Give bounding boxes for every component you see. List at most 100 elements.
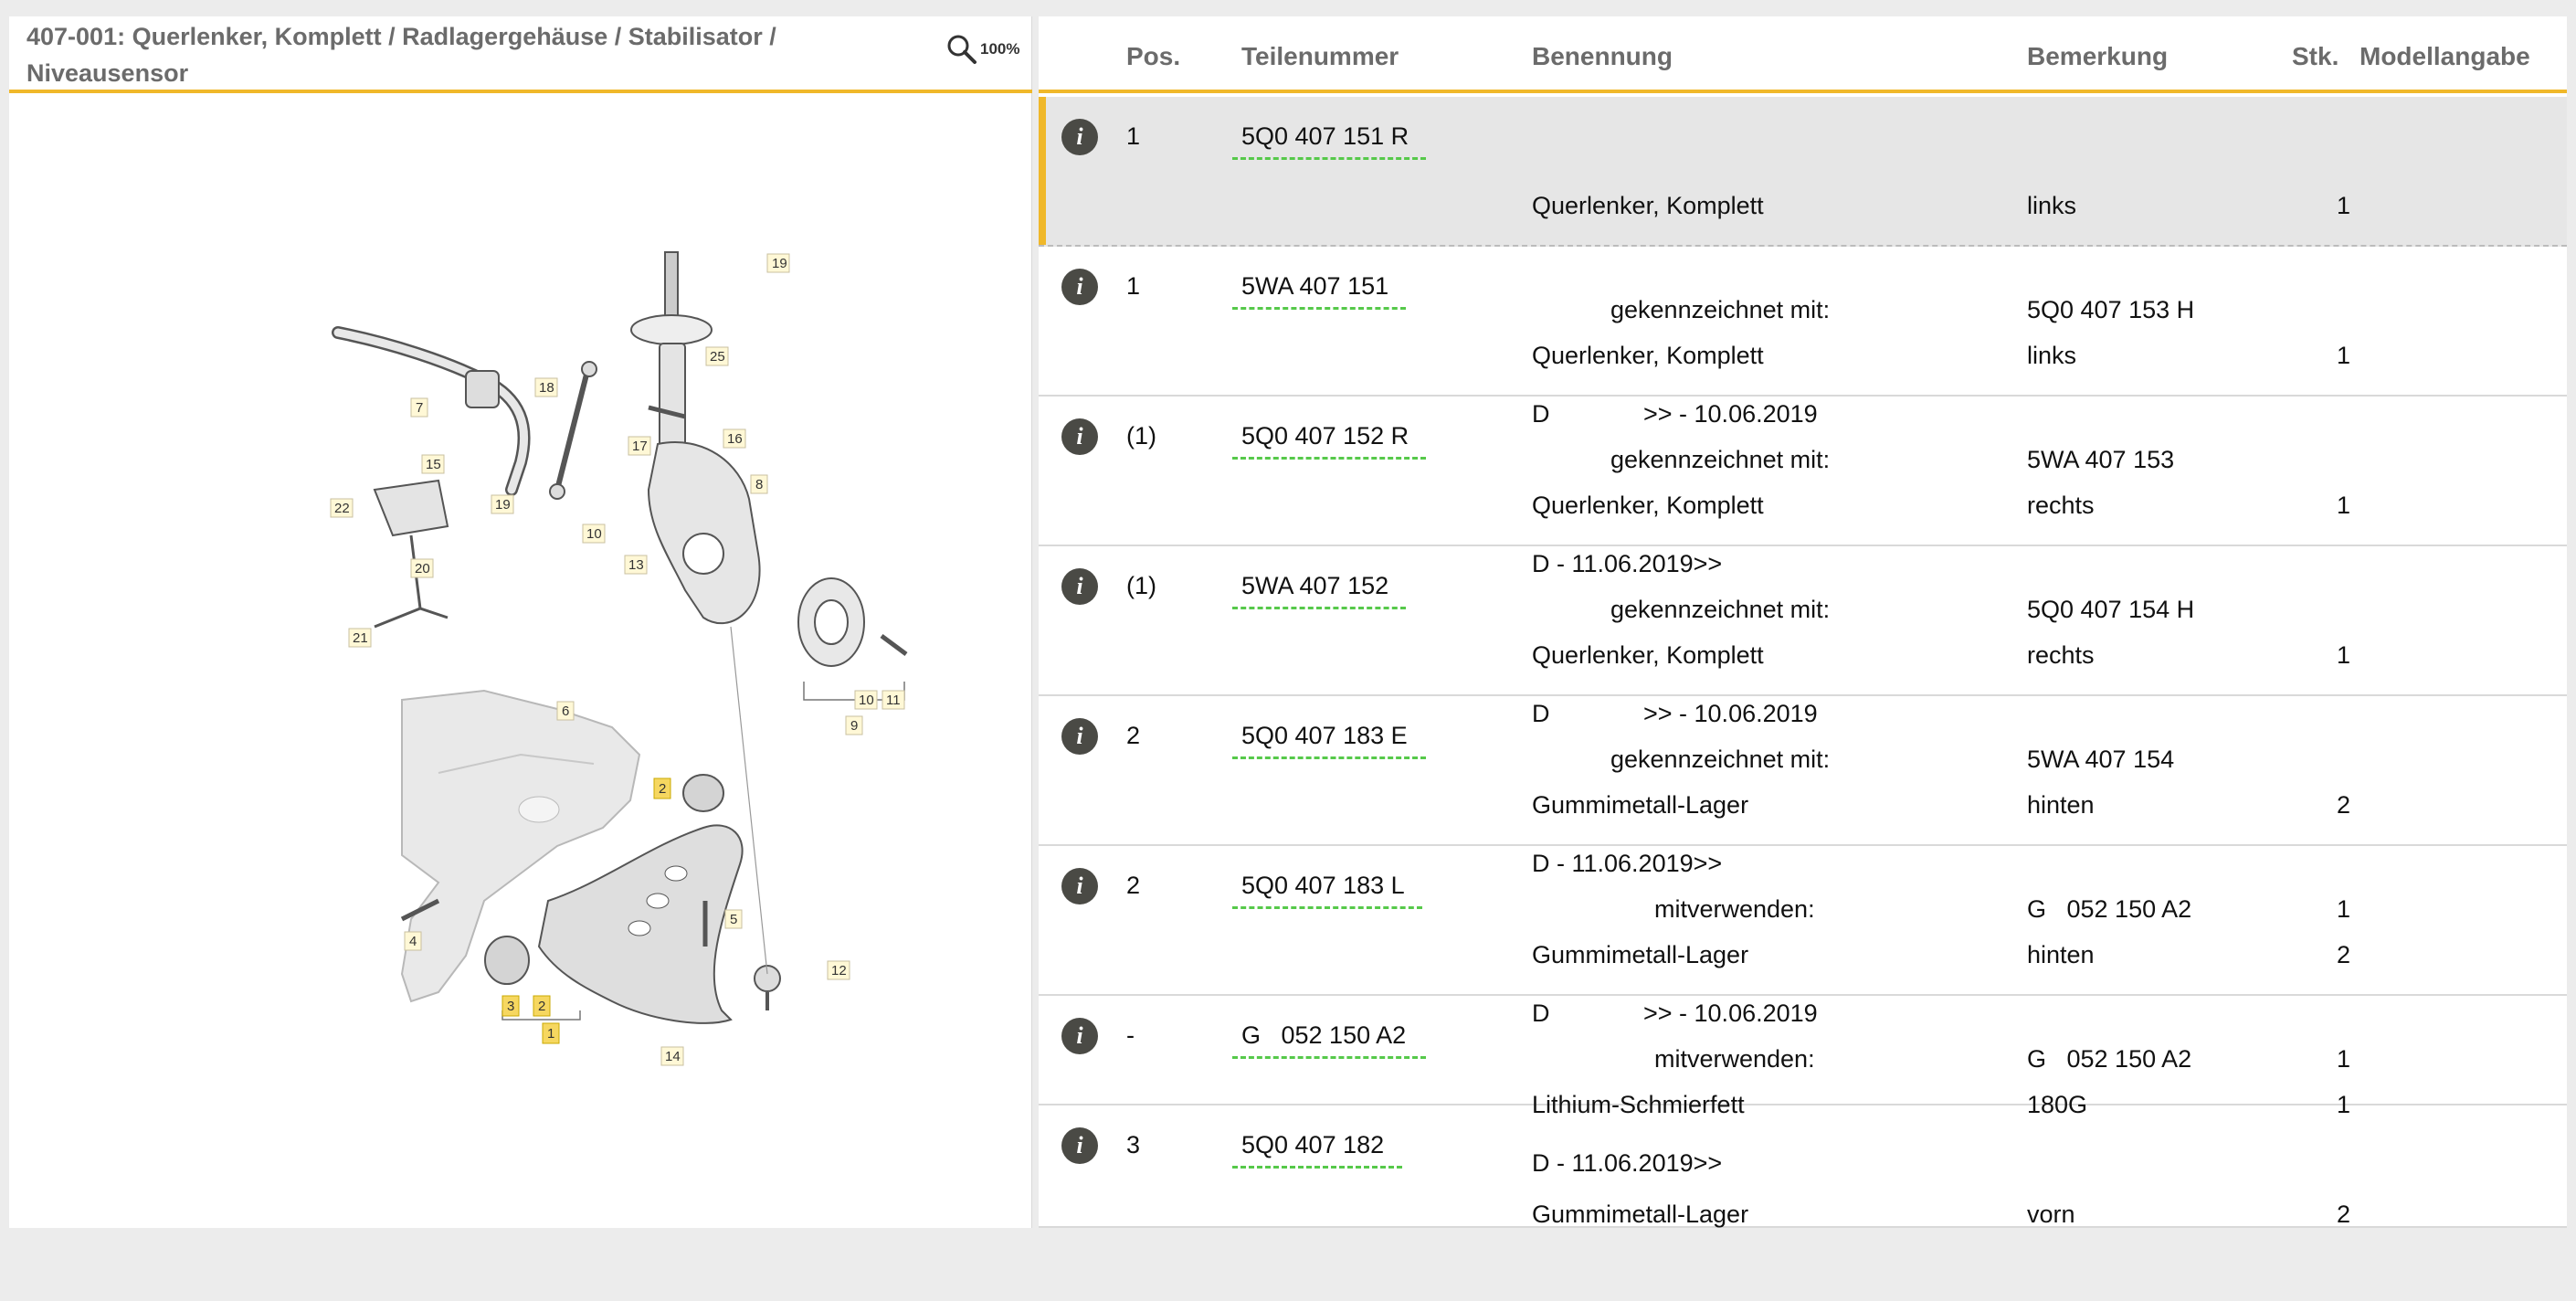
callout-3[interactable]: 3: [501, 995, 520, 1017]
info-icon[interactable]: i: [1061, 568, 1098, 605]
part-marking-note: gekennzeichnet mit:: [1610, 746, 1831, 773]
svg-text:19: 19: [495, 497, 511, 513]
date-range: D >> - 10.06.2019: [1532, 996, 1818, 1031]
svg-text:21: 21: [353, 630, 368, 646]
callout-22[interactable]: 22: [330, 498, 354, 518]
remark-line-1: rechts: [2027, 492, 2095, 519]
callout-10-left[interactable]: 10: [582, 524, 606, 544]
zoom-button[interactable]: 100%: [945, 33, 1019, 66]
part-number-underline: [1232, 756, 1426, 759]
part-number-underline: [1232, 157, 1426, 160]
part-number-link[interactable]: 5WA 407 152: [1241, 572, 1389, 599]
callout-16[interactable]: 16: [723, 428, 746, 449]
part-number-link[interactable]: G 052 150 A2: [1241, 1021, 1407, 1049]
remark-line-2: 5Q0 407 154 H: [2027, 596, 2195, 623]
quantity-1: 2: [2336, 941, 2350, 968]
info-icon[interactable]: i: [1061, 269, 1098, 305]
table-row[interactable]: i (1) 5WA 407 152 Querlenker, Komplett g…: [1039, 546, 2567, 877]
callout-14[interactable]: 14: [660, 1046, 684, 1066]
info-icon[interactable]: i: [1061, 868, 1098, 904]
part-number-link[interactable]: 5Q0 407 151 R: [1241, 122, 1409, 150]
table-row[interactable]: i 2 5Q0 407 183 E Gummimetall-Lager mitv…: [1039, 696, 2567, 1027]
callout-19-top[interactable]: 19: [766, 253, 790, 273]
quantity-1: 1: [2336, 492, 2350, 519]
svg-text:1: 1: [547, 1026, 554, 1042]
svg-text:6: 6: [562, 703, 569, 719]
quantity-1: 2: [2336, 1201, 2350, 1228]
svg-text:3: 3: [507, 999, 514, 1014]
row-bemerkung: rechts 5Q0 407 154 H: [2027, 418, 2194, 696]
remark-line-1: links: [2027, 192, 2077, 219]
callout-12[interactable]: 12: [827, 960, 850, 980]
callout-9[interactable]: 9: [845, 715, 863, 735]
date-code: D: [1532, 700, 1550, 727]
col-benennung-header: Benennung: [1532, 42, 1673, 70]
table-row[interactable]: i 3 5Q0 407 182 Gummimetall-Lager vorn 2: [1039, 1105, 2567, 1228]
callout-2[interactable]: 2: [533, 995, 551, 1017]
info-icon[interactable]: i: [1061, 1127, 1098, 1164]
date-range: D - 11.06.2019>>: [1532, 550, 1723, 577]
callout-13[interactable]: 13: [624, 555, 648, 575]
callout-1[interactable]: 1: [542, 1022, 560, 1044]
part-number-underline: [1232, 1056, 1426, 1059]
callout-11[interactable]: 11: [882, 690, 905, 710]
quantity-1: 2: [2336, 791, 2350, 819]
part-number-link[interactable]: 5Q0 407 183 E: [1241, 722, 1408, 749]
part-name: Querlenker, Komplett: [1532, 192, 1764, 219]
row-benennung: Querlenker, Komplett gekennzeichnet mit:…: [1532, 418, 1830, 800]
row-bemerkung: 180G: [2027, 1018, 2087, 1191]
callout-5[interactable]: 5: [724, 909, 743, 929]
row-quantity: 1: [2317, 568, 2350, 742]
remark-line-1: hinten: [2027, 941, 2095, 968]
svg-text:20: 20: [415, 561, 430, 576]
remark-line-1: rechts: [2027, 641, 2095, 669]
callout-19[interactable]: 19: [491, 494, 514, 514]
part-number-link[interactable]: 5WA 407 151: [1241, 272, 1389, 300]
row-bemerkung: links 5WA 407 153: [2027, 269, 2174, 546]
table-row[interactable]: i (1) 5Q0 407 152 R Querlenker, Komplett…: [1039, 397, 2567, 727]
exploded-parts-diagram[interactable]: 19 25 7 18 16 17 15 19 8 22 10 13 20 21 …: [9, 97, 1032, 1228]
quantity-1: 1: [2336, 1091, 2350, 1118]
part-name: Querlenker, Komplett: [1532, 641, 1764, 669]
info-icon[interactable]: i: [1061, 718, 1098, 755]
callout-20[interactable]: 20: [410, 558, 434, 578]
callout-25[interactable]: 25: [705, 346, 729, 366]
callout-7[interactable]: 7: [410, 397, 428, 418]
quantity-2: 1: [2336, 895, 2350, 923]
svg-text:10: 10: [586, 526, 602, 542]
svg-text:7: 7: [416, 400, 423, 416]
zoom-level: 100%: [980, 40, 1020, 58]
part-name: Gummimetall-Lager: [1532, 1201, 1749, 1228]
illustration-panel: 407-001: Querlenker, Komplett / Radlager…: [9, 16, 1032, 1228]
info-icon[interactable]: i: [1061, 1018, 1098, 1054]
callout-15[interactable]: 15: [421, 454, 445, 474]
callout-10[interactable]: 10: [854, 690, 878, 710]
parts-catalog-app: 407-001: Querlenker, Komplett / Radlager…: [9, 16, 2567, 1228]
callout-2-top[interactable]: 2: [653, 777, 671, 799]
callout-6[interactable]: 6: [556, 701, 575, 721]
date-range: D >> - 10.06.2019: [1532, 696, 1830, 731]
col-stk-header: Stk.: [2292, 42, 2339, 70]
callout-21[interactable]: 21: [348, 628, 372, 648]
date-value: >> - 10.06.2019: [1643, 400, 1818, 428]
info-icon[interactable]: i: [1061, 119, 1098, 155]
callout-4[interactable]: 4: [404, 931, 422, 951]
table-row[interactable]: i 2 5Q0 407 183 L Gummimetall-Lager mitv…: [1039, 846, 2567, 1177]
part-number-link[interactable]: 5Q0 407 152 R: [1241, 422, 1409, 450]
callout-17[interactable]: 17: [628, 436, 651, 456]
info-icon[interactable]: i: [1061, 418, 1098, 455]
part-number-link[interactable]: 5Q0 407 182: [1241, 1131, 1385, 1158]
part-number-link[interactable]: 5Q0 407 183 L: [1241, 872, 1405, 899]
callout-18[interactable]: 18: [534, 377, 558, 397]
illustration-header: 407-001: Querlenker, Komplett / Radlager…: [9, 16, 1032, 93]
date-range: D - 11.06.2019>>: [1532, 850, 1723, 877]
table-row[interactable]: i 1 5WA 407 151 Querlenker, Komplett gek…: [1039, 247, 2567, 577]
part-number-underline: [1232, 307, 1406, 310]
date-range: D >> - 10.06.2019: [1532, 397, 1830, 431]
table-row[interactable]: i - G 052 150 A2 Lithium-Schmierfett 180…: [1039, 996, 2567, 1118]
part-number-underline: [1232, 607, 1406, 609]
svg-text:11: 11: [886, 693, 901, 708]
callout-8[interactable]: 8: [750, 474, 768, 494]
illustration-title: 407-001: Querlenker, Komplett / Radlager…: [26, 23, 776, 87]
table-row[interactable]: i 1 5Q0 407 151 R Querlenker, Komplett g…: [1039, 97, 2567, 428]
